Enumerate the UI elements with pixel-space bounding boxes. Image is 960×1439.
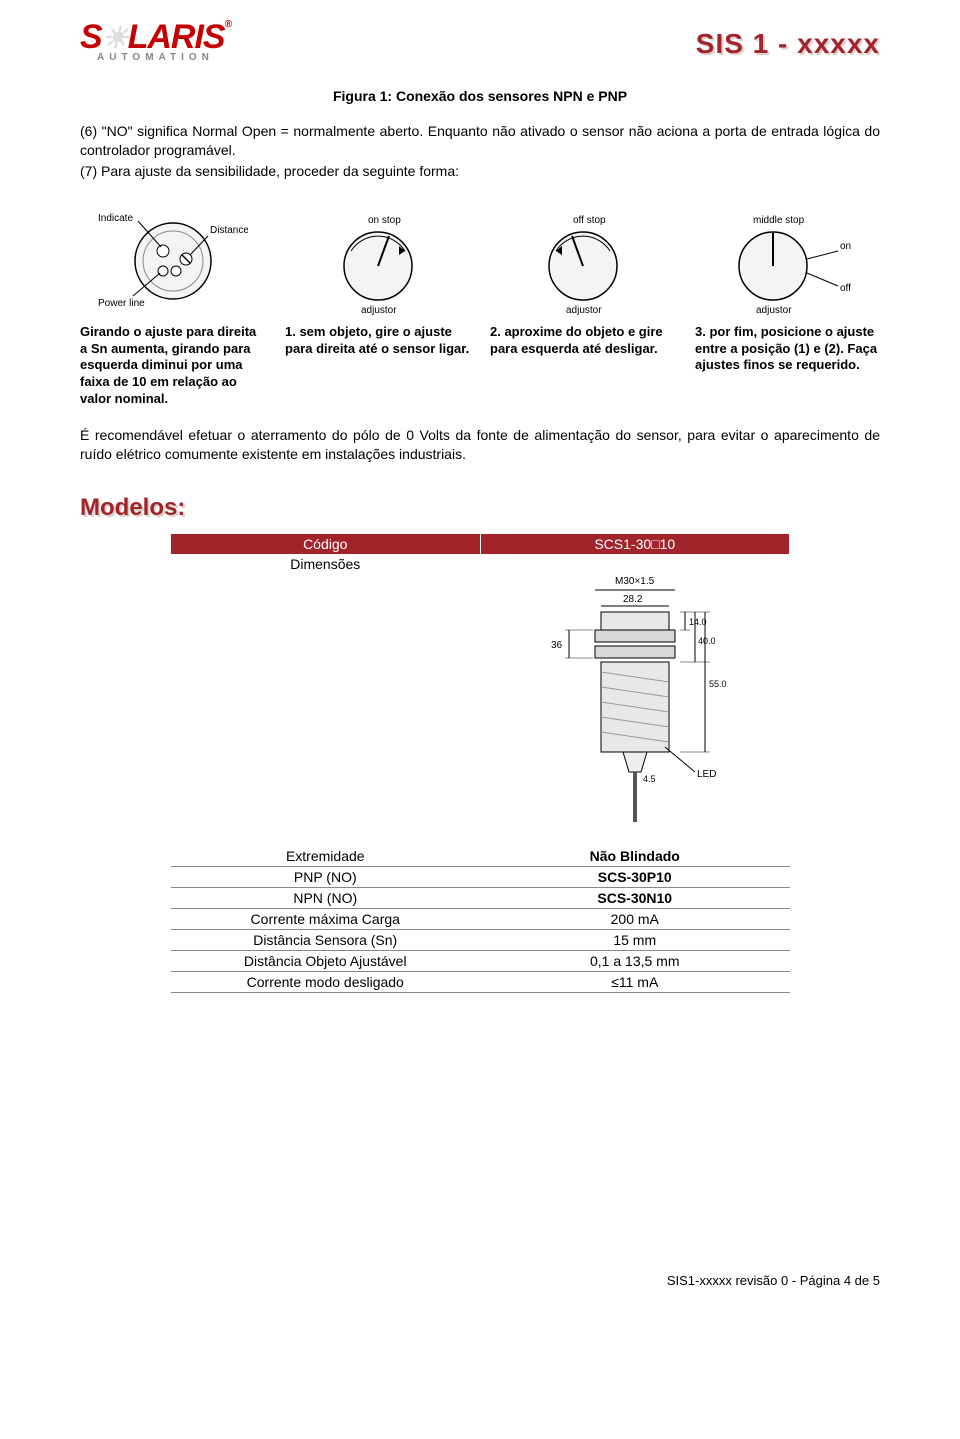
models-heading: Modelos: — [80, 494, 880, 522]
dial-off-icon: off stop adjustor — [528, 211, 638, 316]
svg-text:55.0: 55.0 — [709, 679, 727, 689]
diagram-caption-2: 1. sem objeto, gire o ajuste para direit… — [285, 324, 470, 358]
svg-text:LED: LED — [697, 769, 716, 780]
svg-text:40.0: 40.0 — [698, 636, 716, 646]
connector-icon: Indicate Distance adjustor Power line — [98, 211, 248, 316]
diagram-offstop: off stop adjustor 2. aproxime do objeto … — [490, 211, 675, 408]
row-label: PNP (NO) — [171, 866, 481, 887]
table-row: Corrente máxima Carga200 mA — [171, 908, 790, 929]
spec-table: Código SCS1-30□10 Dimensões M30×1.5 28.2 — [170, 534, 790, 993]
svg-text:4.5: 4.5 — [643, 774, 656, 784]
row-value: 0,1 a 13,5 mm — [480, 950, 790, 971]
table-row: ExtremidadeNão Blindado — [171, 846, 790, 867]
svg-text:middle stop: middle stop — [753, 215, 805, 226]
row-label: Distância Sensora (Sn) — [171, 929, 481, 950]
svg-text:14.0: 14.0 — [689, 617, 707, 627]
row-value: SCS-30N10 — [480, 887, 790, 908]
intro-paragraphs: (6) "NO" significa Normal Open = normalm… — [80, 122, 880, 181]
row-label: Extremidade — [171, 846, 481, 867]
svg-text:28.2: 28.2 — [623, 594, 643, 605]
diagram-caption-3: 2. aproxime do objeto e gire para esquer… — [490, 324, 675, 358]
dimensions-row: Dimensões M30×1.5 28.2 — [171, 554, 790, 846]
svg-text:adjustor: adjustor — [566, 305, 602, 316]
diagram-caption-1: Girando o ajuste para direita a Sn aumen… — [80, 324, 265, 408]
svg-text:Distance adjustor: Distance adjustor — [210, 225, 248, 236]
logo-s: S — [80, 18, 102, 56]
page-footer: SIS1-xxxxx revisão 0 - Página 4 de 5 — [80, 1273, 880, 1288]
row-value: Não Blindado — [480, 846, 790, 867]
page-header: S☀LARIS® AUTOMATION SIS 1 - xxxxx — [80, 20, 880, 63]
row-label: NPN (NO) — [171, 887, 481, 908]
figure-caption: Figura 1: Conexão dos sensores NPN e PNP — [80, 88, 880, 104]
dimensions-label: Dimensões — [171, 554, 481, 846]
svg-text:36: 36 — [551, 640, 563, 651]
row-value: 200 mA — [480, 908, 790, 929]
svg-text:M30×1.5: M30×1.5 — [615, 576, 655, 587]
dial-middle-icon: middle stop on off adjustor — [718, 211, 858, 316]
table-row: Corrente modo desligado≤11 mA — [171, 971, 790, 992]
row-value: 15 mm — [480, 929, 790, 950]
row-value: SCS-30P10 — [480, 866, 790, 887]
sensor-dimension-icon: M30×1.5 28.2 — [535, 572, 735, 832]
svg-text:off: off — [840, 283, 851, 294]
paragraph-6: (6) "NO" significa Normal Open = normalm… — [80, 122, 880, 160]
row-value: ≤11 mA — [480, 971, 790, 992]
table-row: Distância Sensora (Sn)15 mm — [171, 929, 790, 950]
recommendation-paragraph: É recomendável efetuar o aterramento do … — [80, 426, 880, 464]
svg-text:adjustor: adjustor — [756, 305, 792, 316]
svg-text:on: on — [840, 241, 851, 252]
logo-text: S☀LARIS® — [80, 20, 231, 54]
table-header: Código SCS1-30□10 — [171, 534, 790, 554]
diagram-caption-4: 3. por fim, posicione o ajuste entre a p… — [695, 324, 880, 375]
row-label: Distância Objeto Ajustável — [171, 950, 481, 971]
svg-text:off stop: off stop — [573, 215, 606, 226]
dial-on-icon: on stop adjustor — [323, 211, 433, 316]
diagram-connector: Indicate Distance adjustor Power line Gi… — [80, 211, 265, 408]
diagram-middle: middle stop on off adjustor 3. por fim, … — [695, 211, 880, 408]
table-row: NPN (NO)SCS-30N10 — [171, 887, 790, 908]
doc-reference: SIS 1 - xxxxx — [696, 28, 880, 60]
svg-text:Indicate: Indicate — [98, 213, 133, 224]
hdr-model: SCS1-30□10 — [480, 534, 790, 554]
logo-laris: LARIS — [128, 18, 225, 56]
table-row: PNP (NO)SCS-30P10 — [171, 866, 790, 887]
dimensions-drawing: M30×1.5 28.2 — [480, 554, 790, 846]
logo: S☀LARIS® AUTOMATION — [80, 20, 231, 63]
row-label: Corrente máxima Carga — [171, 908, 481, 929]
svg-text:Power line: Power line — [98, 298, 145, 309]
svg-text:adjustor: adjustor — [361, 305, 397, 316]
row-label: Corrente modo desligado — [171, 971, 481, 992]
svg-text:on stop: on stop — [368, 215, 401, 226]
paragraph-7: (7) Para ajuste da sensibilidade, proced… — [80, 162, 880, 181]
table-row: Distância Objeto Ajustável0,1 a 13,5 mm — [171, 950, 790, 971]
diagram-onstop: on stop adjustor 1. sem objeto, gire o a… — [285, 211, 470, 408]
hdr-code: Código — [171, 534, 481, 554]
adjustment-diagrams: Indicate Distance adjustor Power line Gi… — [80, 211, 880, 408]
